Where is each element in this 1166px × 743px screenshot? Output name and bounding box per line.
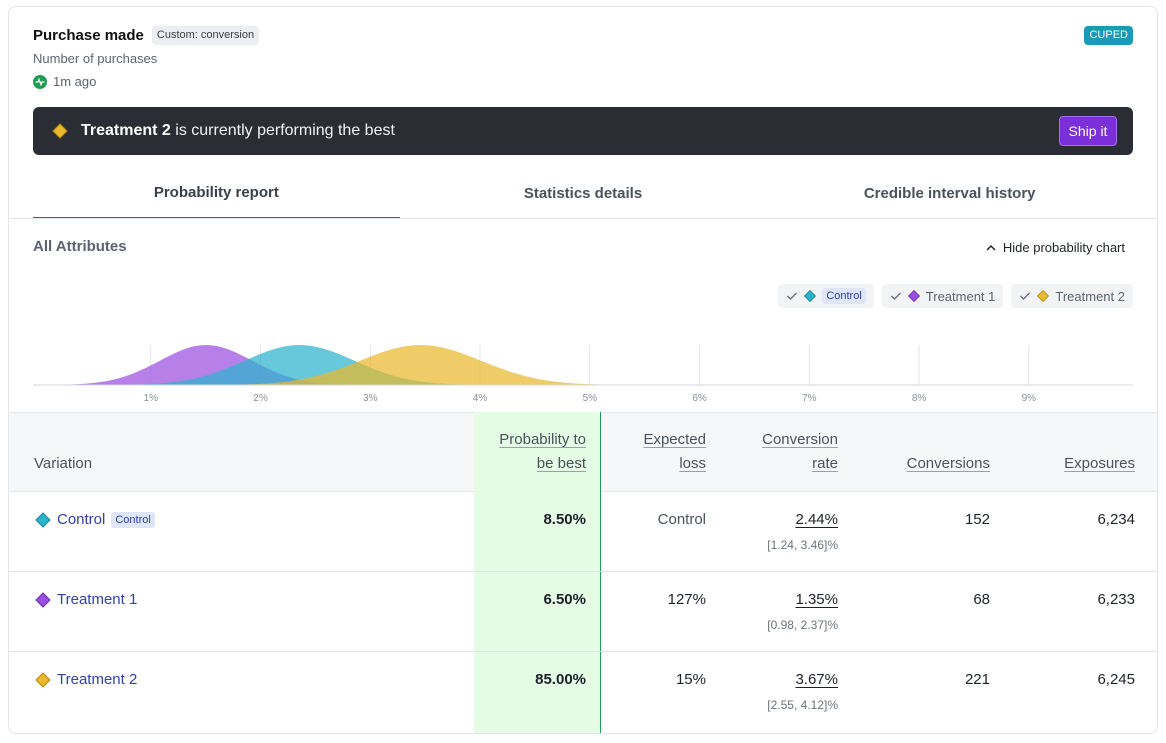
metric-type-tag: Custom: conversion (151, 26, 260, 45)
title-row: Purchase made Custom: conversion (33, 26, 260, 45)
conversions-value: 152 (964, 511, 990, 528)
check-icon (787, 292, 798, 300)
x-tick-label: 4% (473, 393, 488, 404)
control-diamond-icon (35, 511, 51, 528)
probability-value: 6.50% (543, 591, 586, 608)
header-expected-loss[interactable]: Expected loss (643, 428, 706, 476)
control-diamond-icon (804, 290, 817, 302)
header-loss-line2: loss (679, 455, 706, 472)
pulse-icon (33, 74, 47, 89)
x-tick-label: 1% (144, 393, 159, 404)
table-row: Control Control 8.50% Control 2.44% [1.2… (9, 492, 1157, 572)
expected-loss-value: 127% (667, 591, 706, 608)
last-updated-text: 1m ago (53, 74, 97, 89)
credible-interval: [2.55, 4.12]% (767, 698, 838, 712)
exposures-value: 6,233 (1097, 591, 1135, 608)
treatment-2-diamond-icon (35, 671, 51, 688)
treatment-1-diamond-icon (35, 591, 51, 608)
x-tick-label: 5% (583, 393, 598, 404)
winner-message-text: is currently performing the best (175, 122, 395, 139)
header-probability[interactable]: Probability to be best (499, 428, 586, 476)
report-tabs: Probability report Statistics details Cr… (33, 167, 1133, 219)
header-rate-line1: Conversion (762, 431, 838, 448)
table-row: Treatment 2 85.00% 15% 3.67% [2.55, 4.12… (9, 652, 1157, 732)
legend-item-treatment-1[interactable]: Treatment 1 (881, 284, 1004, 308)
legend-label-control: Control (822, 288, 866, 304)
treatment-1-diamond-icon (907, 290, 920, 302)
probability-value: 8.50% (543, 511, 586, 528)
x-tick-label: 2% (253, 393, 268, 404)
header-loss-line1: Expected (643, 431, 706, 448)
legend-label-treatment-1: Treatment 1 (925, 288, 996, 304)
last-updated: 1m ago (33, 74, 96, 89)
header-probability-line2: be best (536, 455, 586, 472)
winner-message: Treatment 2 is currently performing the … (81, 122, 395, 140)
x-tick-label: 6% (692, 393, 707, 404)
credible-interval: [1.24, 3.46]% (767, 538, 838, 552)
exposures-value: 6,234 (1097, 511, 1135, 528)
conversion-rate-link[interactable]: 2.44% (795, 511, 838, 528)
chevron-up-icon (986, 244, 996, 251)
conversion-rate-link[interactable]: 3.67% (795, 671, 838, 688)
legend-item-treatment-2[interactable]: Treatment 2 (1011, 284, 1133, 308)
check-icon (1020, 292, 1031, 300)
control-chip: Control (111, 511, 155, 528)
header-conversions-label: Conversions (906, 455, 990, 472)
treatment-2-diamond-icon (1037, 290, 1050, 302)
winner-banner: Treatment 2 is currently performing the … (33, 107, 1133, 155)
header-exposures[interactable]: Exposures (1064, 452, 1135, 476)
ship-it-button[interactable]: Ship it (1059, 116, 1117, 146)
metric-subtitle: Number of purchases (33, 51, 158, 66)
tab-credible-interval-history[interactable]: Credible interval history (863, 184, 1036, 202)
header-conversions[interactable]: Conversions (907, 452, 990, 476)
winner-name: Treatment 2 (81, 122, 171, 139)
x-tick-label: 7% (802, 393, 817, 404)
variation-control-link[interactable]: Control Control (35, 511, 155, 528)
density-control (33, 345, 1133, 385)
hide-chart-label: Hide probability chart (1002, 240, 1125, 255)
cuped-badge: CUPED (1084, 26, 1133, 45)
header-probability-line1: Probability to (499, 431, 586, 448)
legend-item-control[interactable]: Control (778, 284, 874, 308)
variation-name: Treatment 1 (57, 591, 138, 608)
variation-name: Treatment 2 (57, 671, 138, 688)
tabs-divider (9, 218, 1157, 219)
header-rate-line2: rate (812, 455, 838, 472)
conversions-value: 221 (964, 671, 990, 688)
variation-treatment-1-link[interactable]: Treatment 1 (35, 591, 137, 608)
tab-statistics-details[interactable]: Statistics details (523, 184, 643, 202)
credible-interval: [0.98, 2.37]% (767, 618, 838, 632)
header-conversion-rate[interactable]: Conversion rate (762, 428, 838, 476)
section-title: All Attributes (33, 238, 127, 255)
table-row: Treatment 1 6.50% 127% 1.35% [0.98, 2.37… (9, 572, 1157, 652)
probability-highlight-column (474, 412, 601, 733)
legend-label-treatment-2: Treatment 2 (1055, 288, 1125, 304)
variation-treatment-2-link[interactable]: Treatment 2 (35, 671, 137, 688)
conversion-rate-link[interactable]: 1.35% (795, 591, 838, 608)
chart-legend: Control Treatment 1 Treatment 2 (778, 284, 1133, 308)
header-exposures-label: Exposures (1064, 455, 1135, 472)
experiment-metric-card: Purchase made Custom: conversion Number … (8, 6, 1158, 734)
x-tick-label: 8% (912, 393, 927, 404)
metric-title: Purchase made (33, 27, 144, 44)
expected-loss-value: Control (657, 511, 706, 528)
x-tick-label: 3% (363, 393, 378, 404)
probability-value: 85.00% (535, 671, 586, 688)
expected-loss-value: 15% (675, 671, 706, 688)
treatment-2-diamond-icon (52, 123, 68, 139)
conversions-value: 68 (973, 591, 990, 608)
header-variation: Variation (34, 455, 93, 472)
exposures-value: 6,245 (1097, 671, 1135, 688)
results-table: Variation Probability to be best Expecte… (9, 412, 1157, 733)
tab-probability-report[interactable]: Probability report (33, 167, 400, 219)
probability-chart: 1% 2% 3% 4% 5% 6% 7% 8% 9% (33, 345, 1133, 404)
variation-name: Control (57, 511, 106, 528)
x-tick-label: 9% (1022, 393, 1037, 404)
hide-chart-toggle[interactable]: Hide probability chart (985, 240, 1125, 255)
check-icon (890, 292, 901, 300)
